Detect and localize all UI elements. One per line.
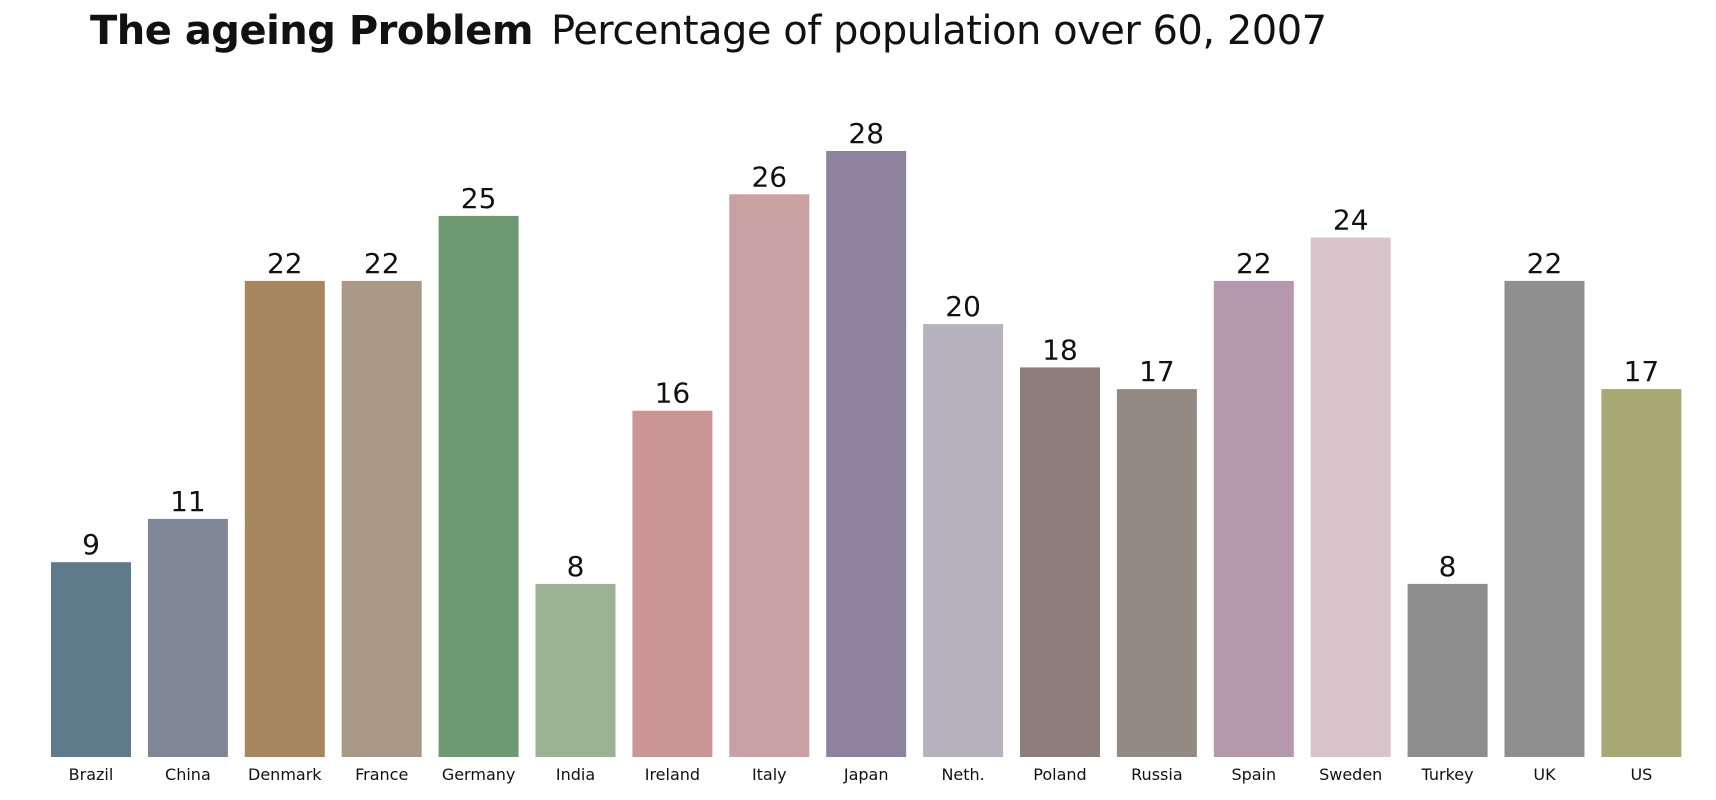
- bar-china: [147, 518, 228, 757]
- bar-france: [341, 280, 422, 757]
- bar-turkey: [1407, 583, 1488, 757]
- category-label-italy: Italy: [752, 765, 787, 784]
- bar-ireland: [632, 410, 713, 757]
- value-label-china: 11: [170, 485, 206, 518]
- bar-spain: [1213, 280, 1294, 757]
- chart-title: The ageing Problem: [90, 8, 534, 54]
- category-label-denmark: Denmark: [248, 765, 322, 784]
- category-label-sweden: Sweden: [1319, 765, 1382, 784]
- value-label-germany: 25: [461, 182, 497, 215]
- bar-japan: [826, 151, 907, 757]
- bar-india: [535, 583, 616, 757]
- category-label-us: US: [1630, 765, 1652, 784]
- category-label-china: China: [165, 765, 211, 784]
- value-label-denmark: 22: [267, 247, 303, 280]
- value-label-russia: 17: [1139, 355, 1175, 388]
- value-label-france: 22: [364, 247, 400, 280]
- bar-uk: [1504, 280, 1585, 757]
- bar-russia: [1116, 389, 1197, 757]
- bar-germany: [438, 215, 519, 757]
- value-labels-layer: 9 11 22 22 25 8 16 26 28 20 18 17 22 24 8 22 17: [82, 117, 1659, 583]
- chart-title-row: The ageing Problem Percentage of populati…: [90, 8, 1327, 54]
- value-label-japan: 28: [848, 117, 884, 150]
- chart-subtitle: Percentage of population over 60, 2007: [551, 8, 1327, 54]
- category-label-turkey: Turkey: [1421, 765, 1474, 784]
- value-label-turkey: 8: [1439, 550, 1457, 583]
- category-label-india: India: [556, 765, 595, 784]
- value-label-spain: 22: [1236, 247, 1272, 280]
- value-label-brazil: 9: [82, 528, 100, 561]
- category-label-ireland: Ireland: [645, 765, 700, 784]
- bar-neth: [923, 324, 1004, 757]
- category-label-uk: UK: [1533, 765, 1556, 784]
- value-label-india: 8: [567, 550, 585, 583]
- value-label-sweden: 24: [1333, 204, 1369, 237]
- category-label-poland: Poland: [1033, 765, 1086, 784]
- bar-poland: [1020, 367, 1100, 757]
- value-label-poland: 18: [1042, 333, 1078, 366]
- category-label-japan: Japan: [843, 765, 889, 784]
- value-label-us: 17: [1624, 355, 1660, 388]
- bar-us: [1601, 389, 1682, 757]
- category-label-france: France: [355, 765, 408, 784]
- bar-sweden: [1310, 237, 1391, 758]
- category-labels-layer: Brazil China Denmark France Germany India Irel…: [69, 765, 1653, 784]
- category-label-brazil: Brazil: [69, 765, 114, 784]
- bar-italy: [729, 194, 810, 758]
- bar-brazil: [51, 562, 131, 757]
- category-label-neth: Neth.: [941, 765, 984, 784]
- value-label-neth: 20: [945, 290, 981, 323]
- bars-layer: [51, 151, 1682, 758]
- value-label-italy: 26: [751, 160, 787, 193]
- category-label-germany: Germany: [442, 765, 516, 784]
- category-label-spain: Spain: [1231, 765, 1276, 784]
- bar-denmark: [244, 280, 325, 757]
- value-label-uk: 22: [1527, 247, 1563, 280]
- value-label-ireland: 16: [655, 377, 691, 410]
- category-label-russia: Russia: [1131, 765, 1182, 784]
